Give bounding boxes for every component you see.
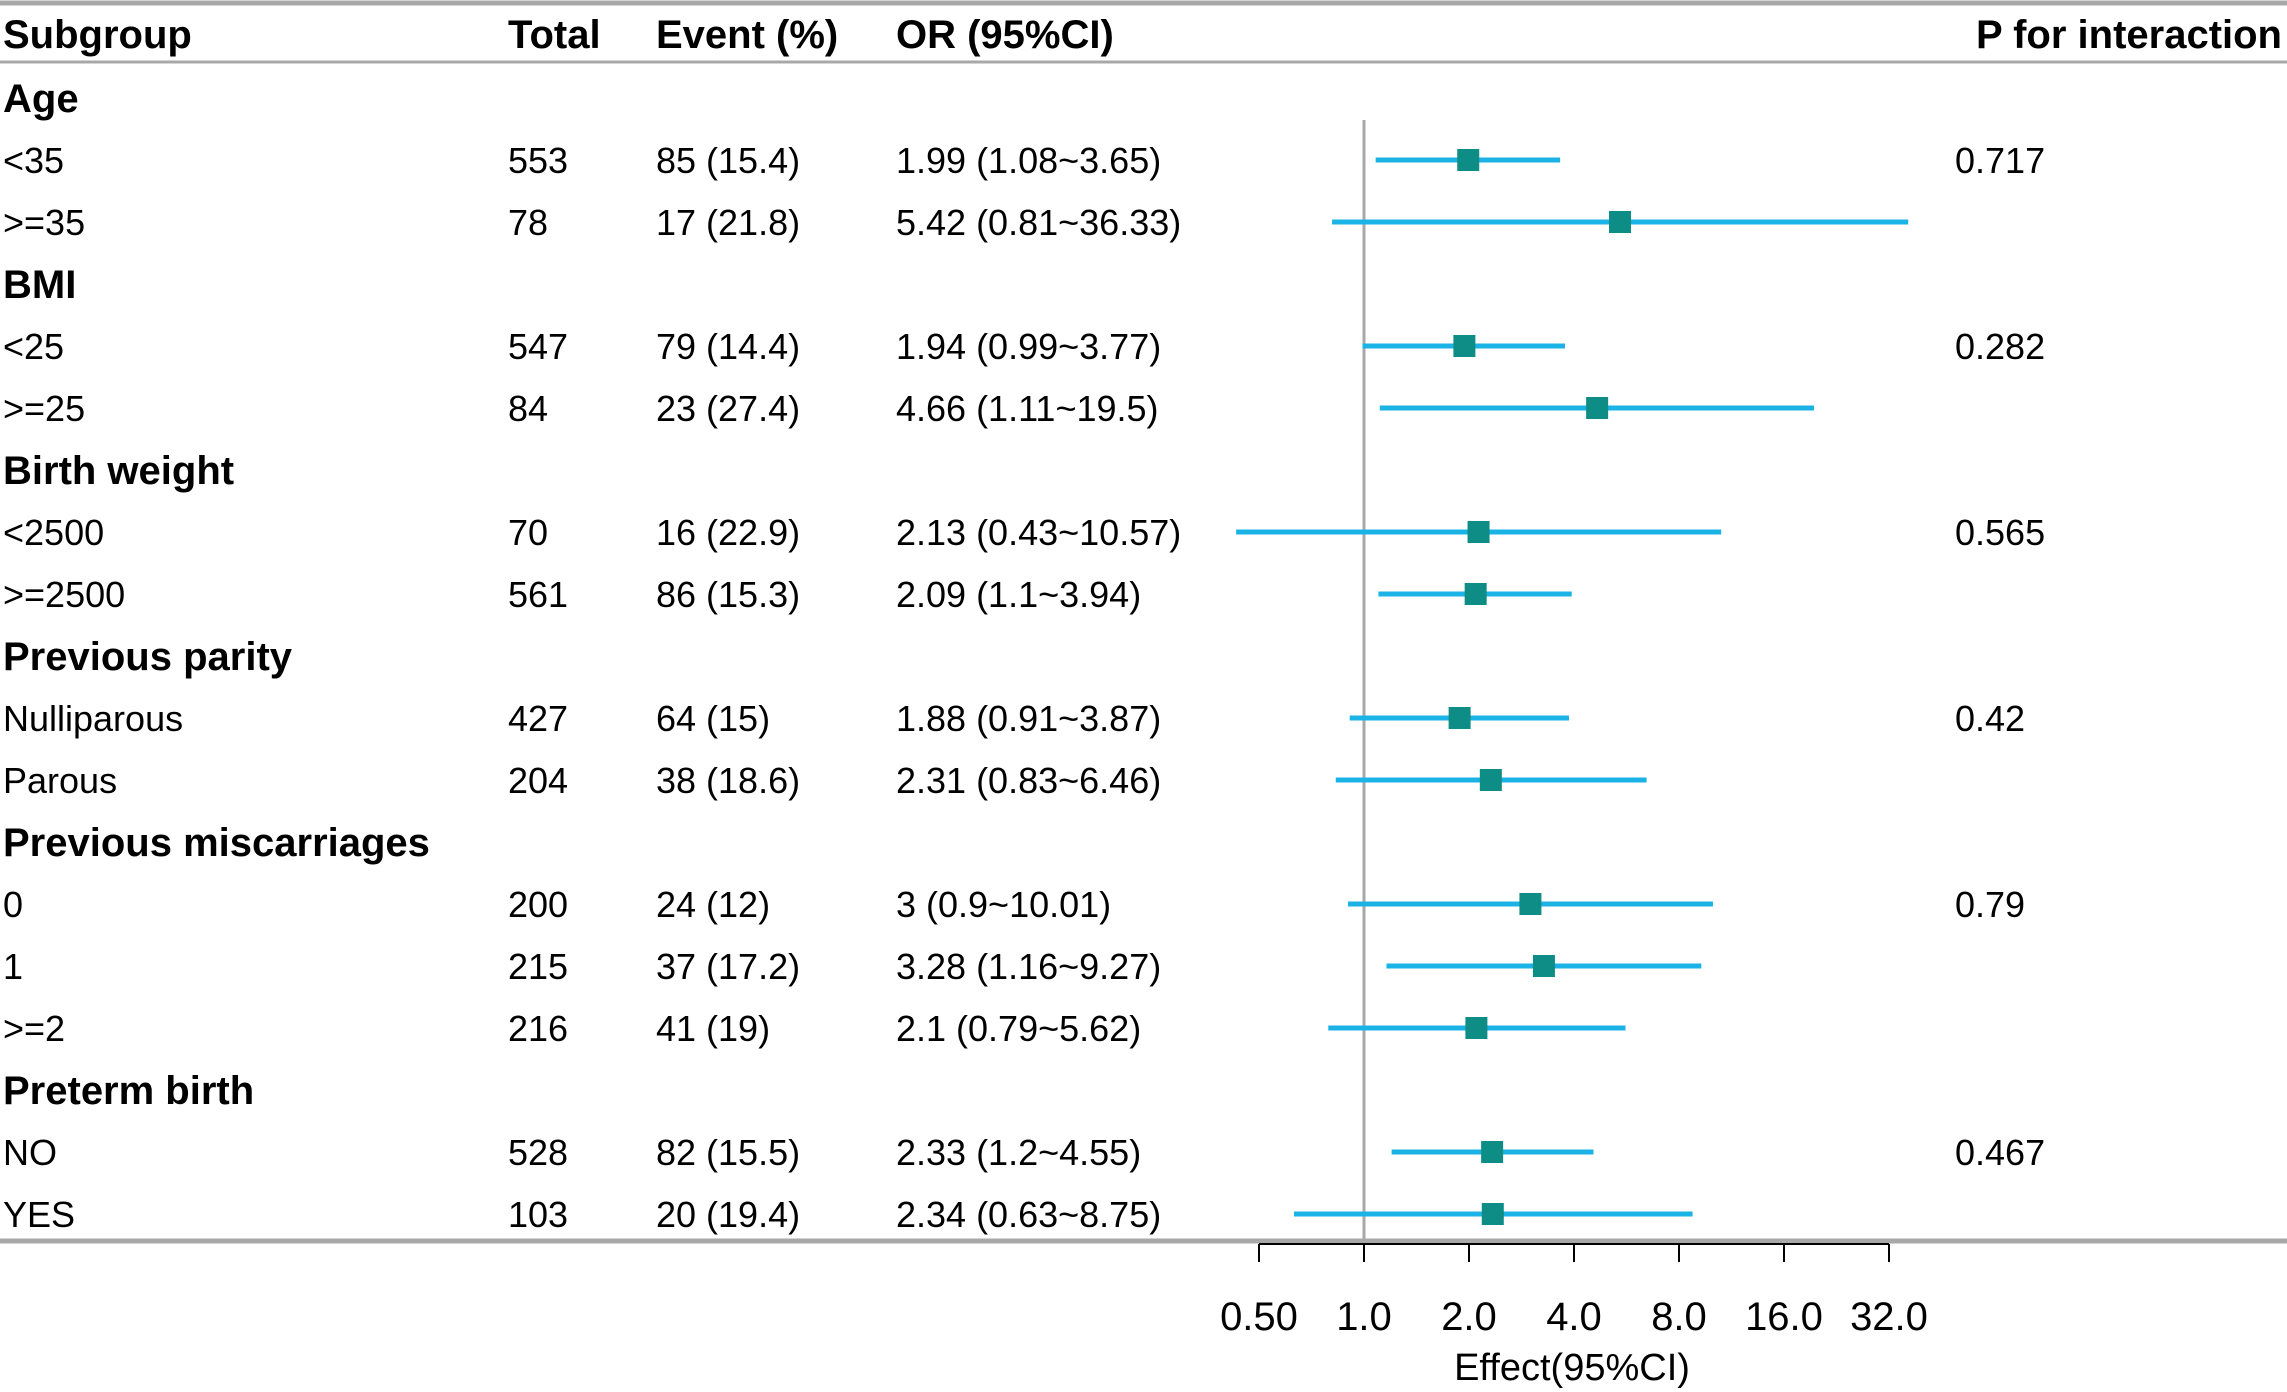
point-estimate — [1532, 955, 1555, 977]
subgroup-label: >=2 — [3, 1008, 65, 1049]
event-value: 17 (21.8) — [656, 202, 800, 243]
total-value: 70 — [508, 512, 548, 553]
or-ci-text: 5.42 (0.81~36.33) — [896, 202, 1181, 243]
event-value: 38 (18.6) — [656, 760, 800, 801]
or-ci-text: 2.1 (0.79~5.62) — [896, 1008, 1141, 1049]
event-value: 79 (14.4) — [656, 326, 800, 367]
total-value: 427 — [508, 698, 568, 739]
or-ci-text: 4.66 (1.11~19.5) — [896, 388, 1159, 429]
point-estimate — [1464, 583, 1487, 605]
event-value: 86 (15.3) — [656, 574, 800, 615]
point-estimate — [1453, 335, 1476, 357]
x-axis-title: Effect(95%CI) — [1454, 1347, 1690, 1389]
table-rows: Age <35 553 85 (15.4) 1.99 (1.08~3.65) 0.717 >… — [3, 77, 2045, 1235]
or-ci-text: 2.09 (1.1~3.94) — [896, 574, 1141, 615]
x-tick-label: 0.50 — [1220, 1295, 1298, 1339]
point-estimate — [1586, 397, 1609, 419]
group-label: Age — [3, 77, 79, 121]
x-tick-label: 8.0 — [1651, 1295, 1707, 1339]
x-tick-label: 1.0 — [1336, 1295, 1392, 1339]
subgroup-label: <35 — [3, 140, 64, 181]
total-value: 547 — [508, 326, 568, 367]
column-header-total: Total — [508, 13, 601, 57]
group-label: Previous parity — [3, 635, 293, 679]
total-value: 215 — [508, 946, 568, 987]
point-estimate — [1457, 149, 1480, 171]
subgroup-label: 0 — [3, 884, 23, 925]
x-tick-label: 16.0 — [1745, 1295, 1823, 1339]
subgroup-label: >=2500 — [3, 574, 125, 615]
event-value: 23 (27.4) — [656, 388, 800, 429]
point-estimate — [1519, 893, 1542, 915]
total-value: 528 — [508, 1132, 568, 1173]
x-tick-label: 32.0 — [1850, 1295, 1928, 1339]
point-estimate — [1467, 521, 1490, 543]
point-estimate — [1465, 1017, 1488, 1039]
column-header-event: Event (%) — [656, 13, 838, 57]
total-value: 561 — [508, 574, 568, 615]
event-value: 37 (17.2) — [656, 946, 800, 987]
point-estimate — [1481, 1141, 1504, 1163]
total-value: 78 — [508, 202, 548, 243]
column-header-p-interaction: P for interaction — [1976, 13, 2282, 57]
or-ci-text: 1.99 (1.08~3.65) — [896, 140, 1161, 181]
p-interaction-value: 0.282 — [1955, 326, 2045, 367]
point-estimate — [1481, 1203, 1504, 1225]
subgroup-label: <2500 — [3, 512, 104, 553]
p-interaction-value: 0.717 — [1955, 140, 2045, 181]
x-tick-label: 4.0 — [1546, 1295, 1602, 1339]
subgroup-label: <25 — [3, 326, 64, 367]
total-value: 216 — [508, 1008, 568, 1049]
subgroup-label: YES — [3, 1194, 75, 1235]
subgroup-label: 1 — [3, 946, 23, 987]
subgroup-label: Nulliparous — [3, 698, 183, 739]
column-header-subgroup: Subgroup — [3, 13, 192, 57]
p-interaction-value: 0.42 — [1955, 698, 2025, 739]
total-value: 103 — [508, 1194, 568, 1235]
or-ci-text: 1.88 (0.91~3.87) — [896, 698, 1161, 739]
or-ci-text: 2.33 (1.2~4.55) — [896, 1132, 1141, 1173]
total-value: 200 — [508, 884, 568, 925]
subgroup-label: NO — [3, 1132, 57, 1173]
group-label: BMI — [3, 263, 76, 307]
point-estimate — [1609, 211, 1632, 233]
or-ci-text: 2.13 (0.43~10.57) — [896, 512, 1181, 553]
event-value: 16 (22.9) — [656, 512, 800, 553]
subgroup-label: >=35 — [3, 202, 85, 243]
or-ci-text: 2.31 (0.83~6.46) — [896, 760, 1161, 801]
x-axis: 0.50 1.0 2.0 4.0 8.0 16.0 32.0 — [1220, 1243, 1928, 1339]
point-estimate — [1479, 769, 1502, 791]
event-value: 41 (19) — [656, 1008, 770, 1049]
or-ci-text: 1.94 (0.99~3.77) — [896, 326, 1161, 367]
total-value: 553 — [508, 140, 568, 181]
total-value: 204 — [508, 760, 568, 801]
subgroup-label: >=25 — [3, 388, 85, 429]
group-label: Birth weight — [3, 449, 234, 493]
or-ci-text: 3 (0.9~10.01) — [896, 884, 1111, 925]
or-ci-text: 3.28 (1.16~9.27) — [896, 946, 1161, 987]
or-ci-text: 2.34 (0.63~8.75) — [896, 1194, 1161, 1235]
event-value: 85 (15.4) — [656, 140, 800, 181]
group-label: Preterm birth — [3, 1069, 254, 1113]
column-header-or: OR (95%CI) — [896, 13, 1114, 57]
plot-marks — [1236, 149, 1909, 1225]
p-interaction-value: 0.565 — [1955, 512, 2045, 553]
event-value: 64 (15) — [656, 698, 770, 739]
event-value: 24 (12) — [656, 884, 770, 925]
total-value: 84 — [508, 388, 548, 429]
subgroup-label: Parous — [3, 760, 117, 801]
x-tick-label: 2.0 — [1441, 1295, 1497, 1339]
p-interaction-value: 0.79 — [1955, 884, 2025, 925]
event-value: 82 (15.5) — [656, 1132, 800, 1173]
point-estimate — [1448, 707, 1471, 729]
p-interaction-value: 0.467 — [1955, 1132, 2045, 1173]
group-label: Previous miscarriages — [3, 821, 430, 865]
event-value: 20 (19.4) — [656, 1194, 800, 1235]
